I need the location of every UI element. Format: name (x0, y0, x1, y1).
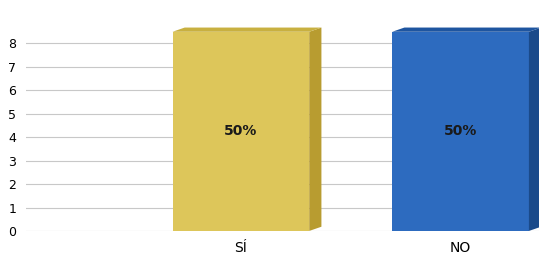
Polygon shape (309, 28, 322, 231)
Polygon shape (172, 32, 309, 231)
Polygon shape (392, 32, 529, 231)
Text: 50%: 50% (224, 124, 258, 138)
Polygon shape (172, 28, 322, 32)
Polygon shape (392, 28, 541, 32)
Polygon shape (529, 28, 541, 231)
Text: 50%: 50% (444, 124, 477, 138)
